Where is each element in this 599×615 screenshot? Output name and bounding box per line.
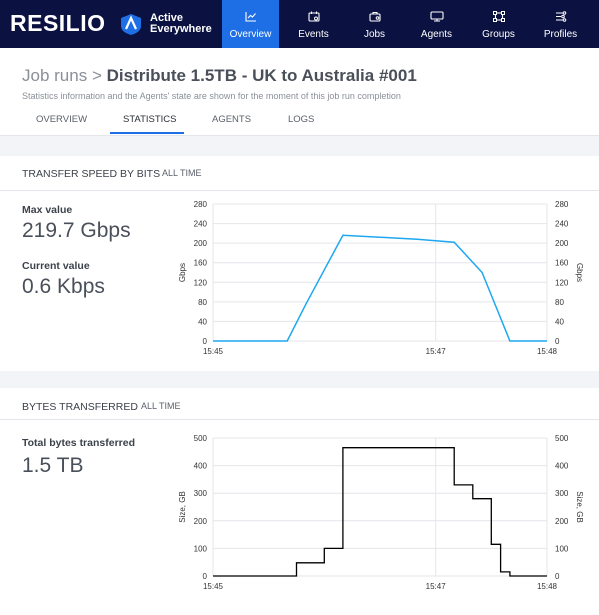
y-tick-label: 300 [555,489,569,498]
nav-label: Agents [420,29,453,40]
y-tick-label: 100 [555,544,569,553]
y-tick-label: 100 [194,544,208,553]
section-title: BYTES TRANSFERRED [22,401,138,413]
page-subtitle: Statistics information and the Agents' s… [22,91,401,101]
y-axis-label: Gbps [575,263,584,282]
current-value: 0.6 Kbps [22,275,105,298]
y-tick-label: 160 [194,259,208,268]
y-tick-label: 160 [555,259,569,268]
nav-jobs[interactable]: Jobs [346,0,403,48]
profiles-icon [555,11,566,22]
chart-icon [244,12,256,22]
time-range-selector[interactable]: ALL TIME [162,168,202,178]
y-tick-label: 120 [555,278,569,287]
calendar-icon [307,11,320,22]
y-tick-label: 200 [194,517,208,526]
x-tick-label: 15:47 [426,347,447,356]
nav-label: Overview [229,29,272,40]
breadcrumb-separator: > [91,66,102,85]
active-tab-indicator [110,132,184,134]
y-tick-label: 400 [194,462,208,471]
tab-agents[interactable]: AGENTS [212,114,252,125]
y-tick-label: 240 [555,220,569,229]
max-value-label: Max value [22,204,73,216]
nav-agents[interactable]: Agents [408,0,465,48]
brand-logo[interactable]: RESILIO [10,10,106,36]
y-tick-label: 0 [203,337,208,346]
groups-icon [492,11,505,22]
tab-statistics[interactable]: STATISTICS [123,114,177,125]
transfer-speed-panel: TRANSFER SPEED BY BITS ALL TIME Max valu… [0,156,599,371]
nav-events[interactable]: Events [285,0,342,48]
top-nav: RESILIO Active Everywhere Overview Event… [0,0,599,48]
y-tick-label: 300 [194,489,208,498]
y-tick-label: 200 [194,239,208,248]
y-tick-label: 80 [555,298,564,307]
agents-icon [429,11,444,22]
total-bytes-value: 1.5 TB [22,454,84,477]
breadcrumb: Job runs > Distribute 1.5TB - UK to Aust… [22,66,417,86]
breadcrumb-parent[interactable]: Job runs [22,66,88,85]
series-line [213,234,547,342]
y-tick-label: 0 [203,572,208,581]
section-title: TRANSFER SPEED BY BITS [22,168,161,180]
nav-label: Jobs [363,29,386,40]
y-tick-label: 280 [194,200,208,209]
bytes-transferred-chart: 0 0 100 100 200 200 300 300 400 400 500 500 15:45 15:… [178,434,584,591]
x-tick-label: 15:48 [537,582,558,591]
transfer-speed-chart: 0 0 40 40 80 80 120 120 160 160 200 200 240 240 280 280… [178,200,584,356]
x-tick-label: 15:48 [537,347,558,356]
series-line [213,447,547,577]
divider [0,419,599,420]
nav-label: Profiles [543,29,578,40]
bytes-transferred-panel: BYTES TRANSFERRED ALL TIME Total bytes t… [0,388,599,615]
x-tick-label: 15:47 [426,582,447,591]
y-tick-label: 120 [194,278,208,287]
y-tick-label: 240 [194,220,208,229]
y-tick-label: 40 [198,317,207,326]
y-tick-label: 200 [555,239,569,248]
jobs-icon [368,11,381,22]
y-axis-label: Size, GB [575,491,584,523]
nav-label: Events [298,29,329,40]
y-tick-label: 500 [555,434,569,443]
y-tick-label: 400 [555,462,569,471]
nav-label: Groups [482,29,515,40]
divider [0,190,599,191]
max-value: 219.7 Gbps [22,219,131,242]
y-axis-label: Gbps [178,263,187,282]
y-tick-label: 0 [555,337,560,346]
y-tick-label: 40 [555,317,564,326]
tab-overview[interactable]: OVERVIEW [36,114,88,125]
nav-overview[interactable]: Overview [222,0,279,48]
current-value-label: Current value [22,260,90,272]
y-tick-label: 0 [555,572,560,581]
tab-logs[interactable]: LOGS [288,114,315,125]
y-tick-label: 200 [555,517,569,526]
y-tick-label: 500 [194,434,208,443]
product-name: Active Everywhere [150,12,212,35]
x-tick-label: 15:45 [203,347,224,356]
active-everywhere-logo-icon [121,14,141,35]
nav-profiles[interactable]: Profiles [532,0,589,48]
y-tick-label: 280 [555,200,569,209]
total-bytes-label: Total bytes transferred [22,437,136,449]
x-tick-label: 15:45 [203,582,224,591]
page-title: Distribute 1.5TB - UK to Australia #001 [106,66,417,85]
y-axis-label: Size, GB [178,491,187,523]
y-tick-label: 80 [198,298,207,307]
page-header: Job runs > Distribute 1.5TB - UK to Aust… [0,48,599,136]
nav-groups[interactable]: Groups [470,0,527,48]
time-range-selector[interactable]: ALL TIME [141,401,181,411]
